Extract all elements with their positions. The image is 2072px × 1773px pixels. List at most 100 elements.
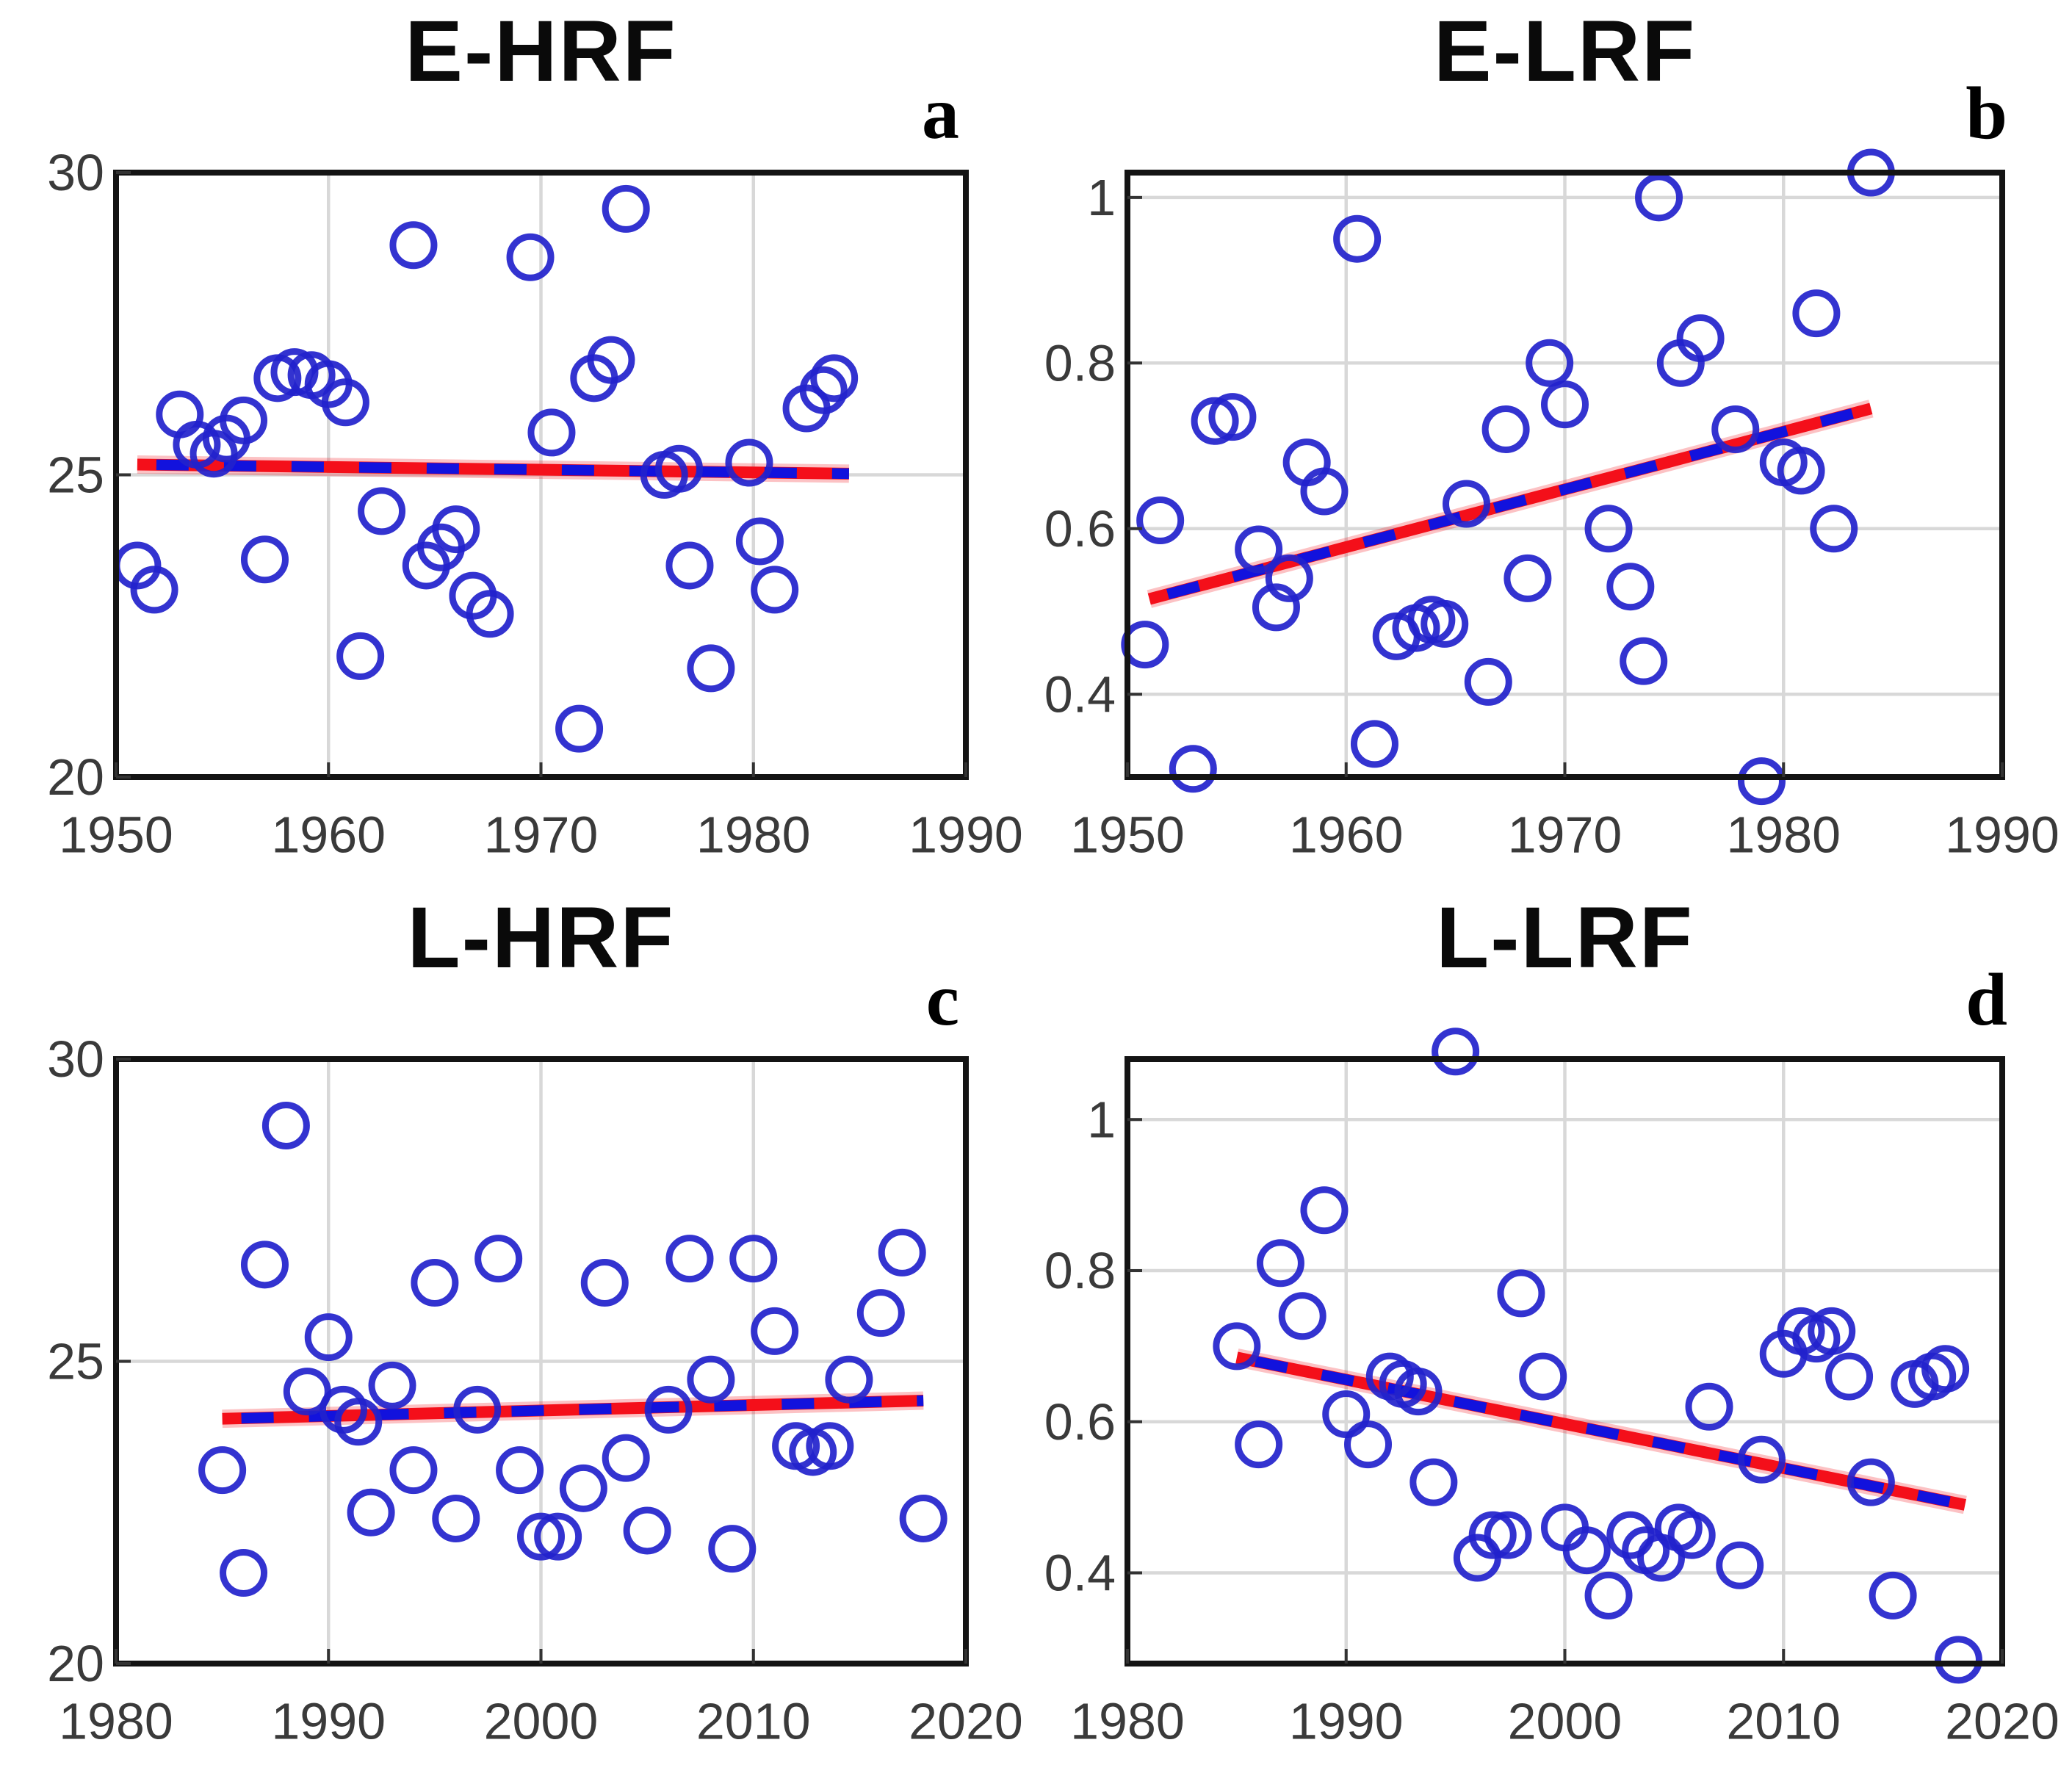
data-point — [1584, 505, 1633, 553]
data-point — [587, 336, 635, 384]
data-point — [1468, 1511, 1517, 1559]
data-point — [240, 535, 289, 584]
data-point — [1810, 505, 1858, 553]
panel-a-plot: 1950 1960 1970 1980 1990 20 25 30 — [47, 144, 1023, 863]
data-point — [220, 396, 268, 444]
data-point — [1685, 1382, 1733, 1431]
data-point — [1484, 1511, 1532, 1559]
data-point — [334, 1398, 383, 1446]
data-point — [687, 644, 735, 693]
data-point — [580, 1259, 629, 1307]
data-point — [189, 430, 238, 478]
y-tick-label: 0.6 — [1044, 1393, 1116, 1451]
data-point — [1121, 621, 1169, 669]
trend-line — [1235, 1348, 1967, 1514]
data-point — [304, 1313, 353, 1362]
data-point — [1808, 1307, 1856, 1355]
tick-marks — [1126, 1118, 2004, 1664]
panel-c: L-HRF c 1980 1990 2000 2010 2020 20 25 30 — [0, 886, 1036, 1773]
data-point — [1635, 173, 1683, 222]
data-point — [1497, 1269, 1545, 1318]
tick-marks — [115, 171, 967, 779]
data-point — [1526, 339, 1574, 387]
tick-marks — [1126, 195, 2004, 777]
data-point — [1676, 314, 1725, 362]
data-point — [1504, 554, 1552, 602]
scatter-points — [198, 1102, 947, 1597]
x-tick-label: 2020 — [909, 1692, 1023, 1749]
data-point — [1464, 657, 1512, 706]
y-tick-label: 1 — [1087, 169, 1116, 226]
data-point — [1869, 1571, 1917, 1619]
y-tick-label: 0.4 — [1044, 1545, 1116, 1602]
x-tick-label: 1990 — [1945, 806, 2060, 863]
data-point — [856, 1289, 905, 1337]
data-point — [751, 566, 799, 614]
data-point — [725, 438, 773, 487]
data-point — [432, 1494, 480, 1542]
data-point — [1394, 1368, 1443, 1416]
data-point — [1667, 1511, 1716, 1559]
data-point — [1213, 1322, 1261, 1371]
data-point — [358, 487, 406, 535]
data-point — [1300, 1186, 1349, 1235]
data-point — [1169, 745, 1217, 793]
panel-c-letter: c — [925, 958, 959, 1041]
data-point — [602, 1434, 650, 1482]
tick-marks — [115, 1058, 967, 1665]
data-point — [708, 1525, 757, 1573]
x-tick-label: 1990 — [1289, 1692, 1404, 1749]
data-point — [1432, 1028, 1480, 1076]
x-tick-label: 1990 — [271, 1692, 386, 1749]
data-point — [527, 408, 576, 457]
x-tick-label: 1960 — [271, 806, 386, 863]
y-tick-label: 30 — [47, 1030, 104, 1088]
gridlines — [116, 1059, 966, 1664]
data-point — [1333, 214, 1382, 263]
data-point — [623, 1506, 671, 1555]
x-tick-label: 1980 — [1726, 806, 1841, 863]
data-point — [389, 221, 438, 270]
data-point — [1256, 1239, 1304, 1288]
data-point — [368, 1361, 416, 1409]
data-point — [810, 354, 859, 402]
data-point — [466, 590, 514, 638]
y-tick-label: 0.8 — [1044, 334, 1116, 391]
data-point — [220, 1549, 268, 1597]
y-tick-label: 0.4 — [1044, 665, 1116, 723]
panel-a-letter: a — [922, 72, 959, 155]
data-point — [1191, 397, 1239, 445]
x-tick-label: 1970 — [484, 806, 599, 863]
data-point — [729, 1235, 778, 1283]
data-point — [751, 1307, 799, 1355]
trend-line — [137, 455, 850, 483]
x-tick-label: 1980 — [59, 1692, 173, 1749]
data-point — [130, 566, 178, 614]
data-point — [1443, 480, 1491, 528]
data-point — [878, 1228, 926, 1277]
panel-d: L-LRF d 1980 1990 2000 2010 2020 0.4 0.6 0.8 1 — [1036, 886, 2072, 1773]
data-point — [1136, 496, 1185, 545]
x-tick-label: 2000 — [1508, 1692, 1622, 1749]
panel-b-title: E-LRF — [1433, 3, 1697, 100]
data-point — [261, 1102, 310, 1150]
data-point — [1792, 289, 1841, 338]
panel-d-plot: 1980 1990 2000 2010 2020 0.4 0.6 0.8 1 — [1044, 1028, 2060, 1749]
data-point — [517, 1512, 565, 1561]
tick-labels: 1980 1990 2000 2010 2020 0.4 0.6 0.8 1 — [1044, 1091, 2060, 1749]
data-point — [347, 1488, 395, 1537]
data-point — [1421, 599, 1469, 648]
y-tick-label: 1 — [1087, 1091, 1116, 1148]
data-point — [1934, 1636, 1982, 1684]
data-point — [1562, 1526, 1611, 1575]
data-point — [602, 184, 650, 233]
data-point — [1350, 720, 1398, 768]
data-point — [687, 1355, 735, 1404]
data-point — [899, 1494, 947, 1542]
data-point — [1777, 447, 1825, 495]
data-point — [1409, 1458, 1458, 1506]
x-tick-label: 1960 — [1289, 806, 1404, 863]
data-point — [474, 1235, 523, 1283]
x-tick-label: 1990 — [909, 806, 1023, 863]
